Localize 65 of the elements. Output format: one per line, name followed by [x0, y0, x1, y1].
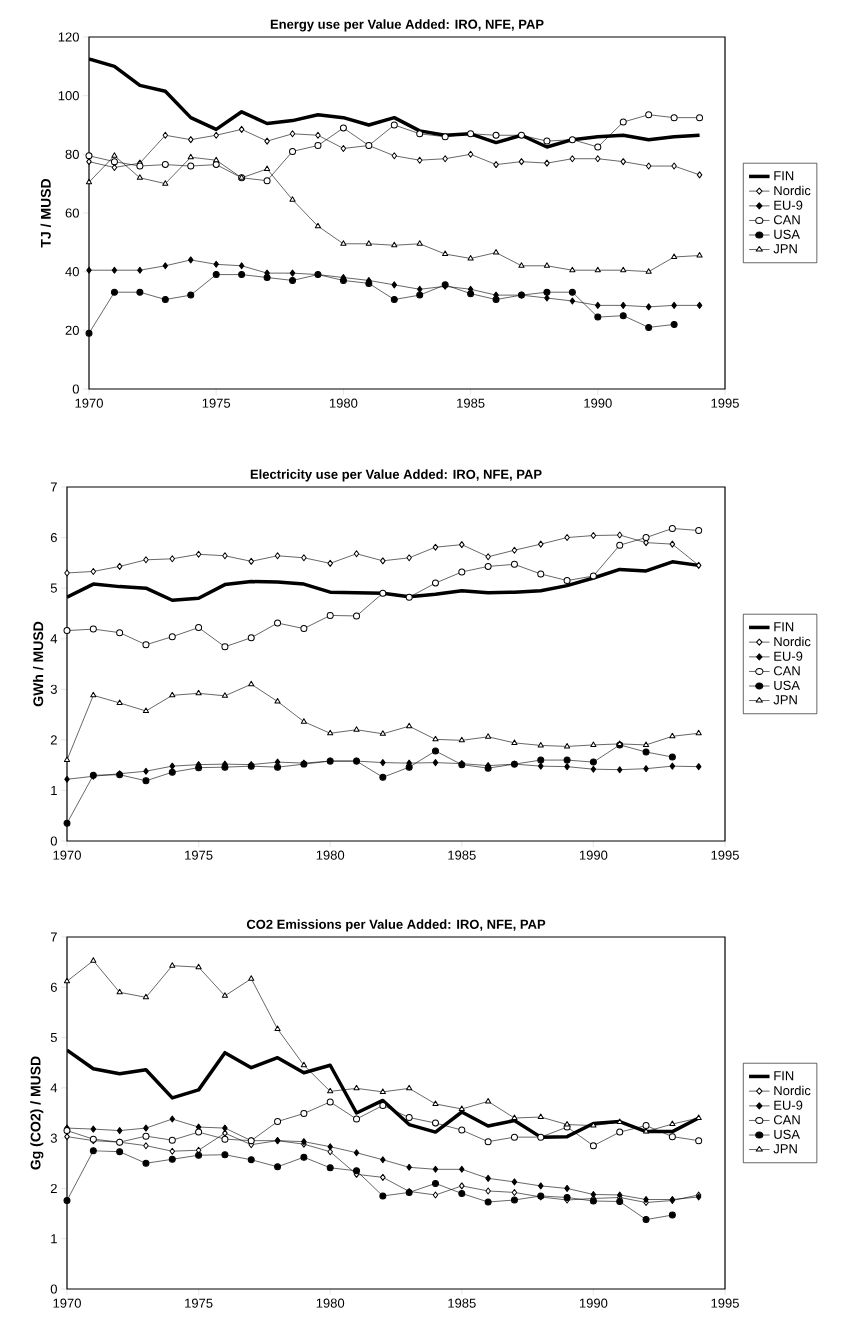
legend-label: Nordic [774, 1085, 811, 1096]
x-tick-label: 1990 [579, 850, 608, 860]
y-tick-label: 2 [50, 735, 57, 745]
x-tick-label: 1970 [75, 398, 103, 408]
chart-title: Electricity use per Value Added: IRO, NFE, PAP [250, 469, 542, 482]
y-tick-label: 7 [50, 482, 57, 492]
legend-label: EU-9 [774, 651, 803, 661]
legend-label: EU-9 [774, 1100, 803, 1110]
y-tick-label: 60 [65, 208, 79, 218]
y-tick-label: 4 [50, 1083, 58, 1093]
legend-label: JPN [773, 695, 797, 705]
x-tick-label: 1985 [448, 850, 476, 860]
x-tick-label: 1980 [329, 398, 358, 408]
y-tick-label: 40 [65, 267, 79, 277]
y-tick-label: 3 [50, 684, 57, 694]
x-tick-label: 1985 [457, 398, 485, 408]
legend-label: Nordic [774, 185, 811, 196]
x-tick-label: 1975 [185, 1298, 213, 1308]
y-tick-label: 0 [50, 1284, 57, 1294]
y-tick-label: 4 [50, 634, 58, 644]
legend-label: USA [774, 680, 800, 690]
y-tick-label: 120 [58, 32, 79, 42]
x-tick-label: 1975 [185, 850, 213, 860]
legend-label: USA [774, 1129, 800, 1139]
y-tick-label: 3 [50, 1133, 57, 1143]
x-tick-label: 1980 [316, 1298, 345, 1308]
y-tick-label: 2 [50, 1183, 57, 1193]
y-axis-title: TJ / MUSD [40, 178, 51, 248]
y-tick-label: 6 [50, 982, 57, 992]
x-tick-label: 1990 [579, 1298, 608, 1308]
x-tick-label: 1990 [584, 398, 612, 408]
x-tick-label: 1980 [316, 850, 345, 860]
y-tick-label: 1 [51, 785, 57, 795]
y-tick-label: 100 [58, 91, 79, 101]
legend-label: FIN [774, 622, 794, 632]
y-tick-label: 6 [50, 532, 57, 543]
y-tick-label: 0 [72, 384, 79, 394]
y-tick-label: 0 [50, 836, 57, 846]
legend-label: FIN [774, 1071, 794, 1081]
legend-label: JPN [773, 244, 797, 254]
chart-title: Energy use per Value Added: IRO, NFE, PAP [270, 19, 544, 32]
chart-title: CO2 Emissions per Value Added: IRO, NFE, PAP [246, 919, 546, 932]
legend-label: CAN [773, 666, 800, 676]
y-tick-label: 80 [65, 149, 79, 159]
legend-label: EU-9 [774, 200, 803, 210]
legend-label: USA [774, 229, 800, 239]
x-tick-label: 1995 [711, 850, 739, 860]
y-axis-title: GWh / MUSD [32, 621, 44, 707]
legend-label: CAN [773, 1115, 800, 1125]
x-tick-label: 1995 [711, 398, 739, 408]
y-tick-label: 5 [50, 1033, 57, 1043]
x-tick-label: 1970 [53, 1298, 81, 1308]
x-tick-label: 1970 [53, 850, 81, 860]
x-tick-label: 1995 [711, 1298, 739, 1308]
y-tick-label: 1 [51, 1234, 57, 1244]
y-tick-label: 5 [50, 583, 57, 593]
y-tick-label: 7 [50, 932, 57, 942]
legend-label: CAN [773, 215, 800, 225]
x-tick-label: 1985 [448, 1298, 476, 1308]
y-axis-title: Gg (CO2) / MUSD [30, 1056, 44, 1170]
legend-label: Nordic [774, 636, 811, 647]
x-tick-label: 1975 [202, 398, 231, 408]
legend-label: JPN [773, 1144, 797, 1154]
legend-label: FIN [774, 171, 794, 181]
y-tick-label: 20 [65, 325, 79, 335]
